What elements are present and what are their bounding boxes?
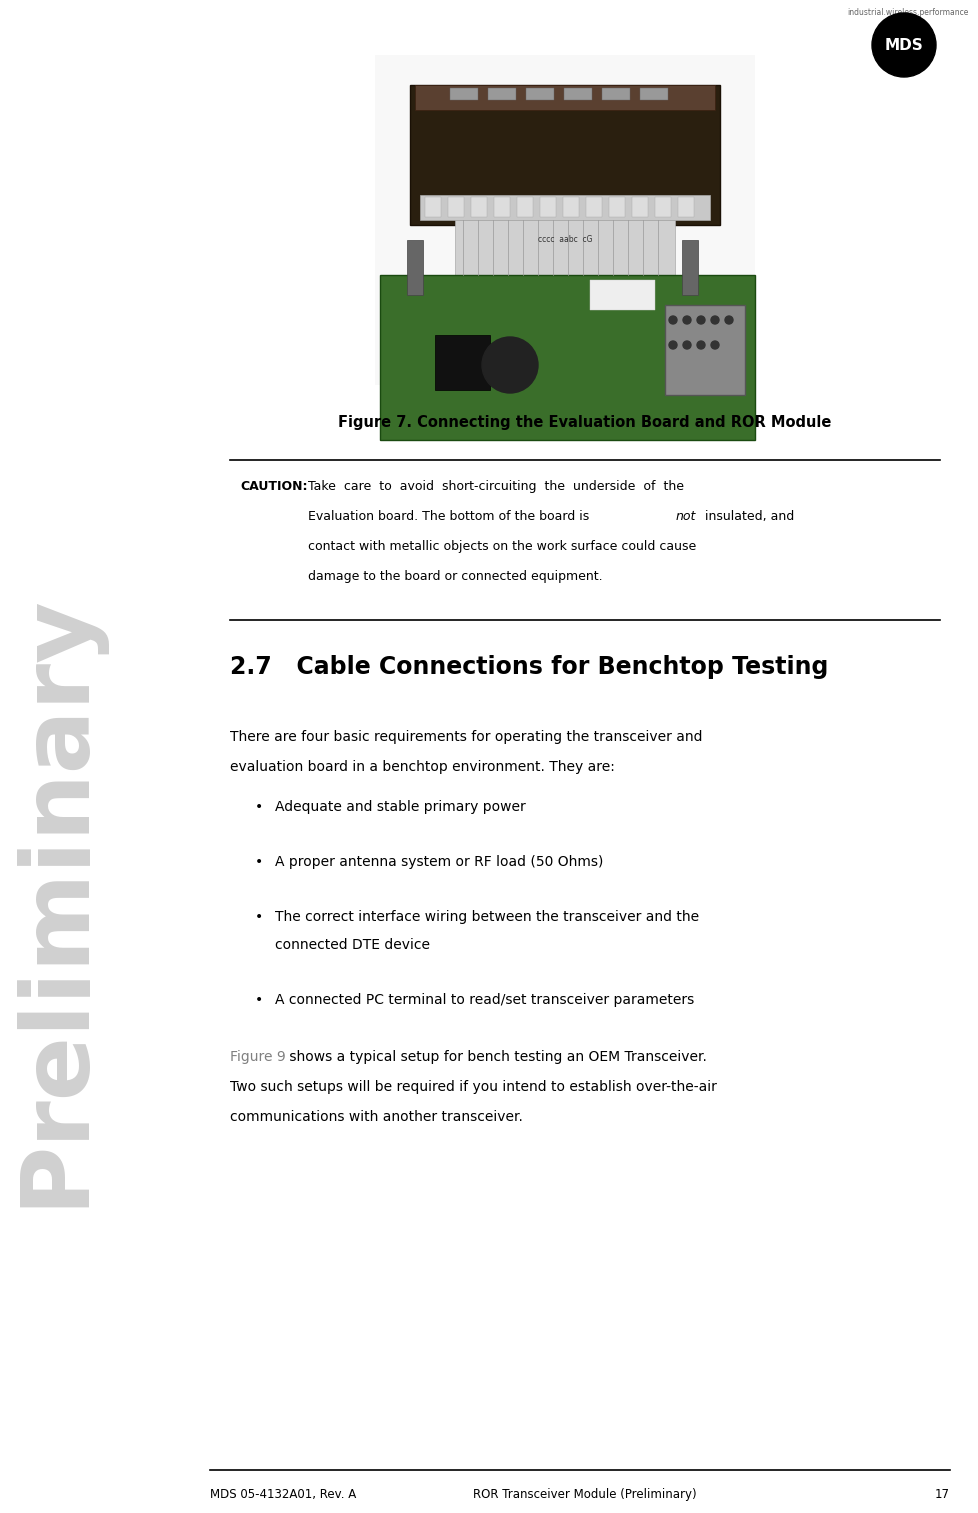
Text: cccc  aabc  cG: cccc aabc cG	[537, 235, 592, 244]
Text: MDS 05-4132A01, Rev. A: MDS 05-4132A01, Rev. A	[210, 1487, 356, 1501]
FancyBboxPatch shape	[450, 88, 477, 100]
Text: Figure 7. Connecting the Evaluation Board and ROR Module: Figure 7. Connecting the Evaluation Boar…	[338, 415, 831, 430]
Text: MDS: MDS	[884, 38, 922, 53]
FancyBboxPatch shape	[563, 88, 592, 100]
Text: •: •	[254, 855, 263, 868]
Text: insulated, and: insulated, and	[700, 510, 793, 523]
FancyBboxPatch shape	[415, 85, 714, 110]
Text: The correct interface wiring between the transceiver and the: The correct interface wiring between the…	[275, 909, 698, 924]
Text: CAUTION:: CAUTION:	[240, 480, 307, 493]
Text: Figure 9: Figure 9	[230, 1050, 286, 1064]
FancyBboxPatch shape	[562, 197, 578, 216]
Text: •: •	[254, 909, 263, 924]
FancyBboxPatch shape	[487, 88, 515, 100]
Circle shape	[696, 316, 704, 324]
Text: communications with another transceiver.: communications with another transceiver.	[230, 1111, 522, 1124]
FancyBboxPatch shape	[407, 241, 422, 295]
FancyBboxPatch shape	[664, 306, 744, 395]
FancyBboxPatch shape	[590, 280, 654, 310]
Text: •: •	[254, 993, 263, 1008]
Circle shape	[481, 337, 538, 393]
FancyBboxPatch shape	[379, 275, 754, 440]
Circle shape	[725, 316, 733, 324]
Text: ROR Transceiver Module (Preliminary): ROR Transceiver Module (Preliminary)	[472, 1487, 696, 1501]
FancyBboxPatch shape	[678, 197, 693, 216]
FancyBboxPatch shape	[375, 54, 754, 384]
Text: A proper antenna system or RF load (50 Ohms): A proper antenna system or RF load (50 O…	[275, 855, 602, 868]
FancyBboxPatch shape	[455, 219, 674, 275]
FancyBboxPatch shape	[601, 88, 630, 100]
FancyBboxPatch shape	[470, 197, 486, 216]
FancyBboxPatch shape	[420, 195, 709, 219]
FancyBboxPatch shape	[525, 88, 554, 100]
Text: evaluation board in a benchtop environment. They are:: evaluation board in a benchtop environme…	[230, 760, 614, 775]
Text: contact with metallic objects on the work surface could cause: contact with metallic objects on the wor…	[308, 540, 695, 552]
Text: 17: 17	[934, 1487, 949, 1501]
Circle shape	[668, 340, 677, 350]
Text: shows a typical setup for bench testing an OEM Transceiver.: shows a typical setup for bench testing …	[285, 1050, 706, 1064]
Text: not: not	[676, 510, 695, 523]
Circle shape	[696, 340, 704, 350]
FancyBboxPatch shape	[654, 197, 670, 216]
Text: damage to the board or connected equipment.: damage to the board or connected equipme…	[308, 570, 602, 583]
FancyBboxPatch shape	[632, 197, 647, 216]
Text: There are four basic requirements for operating the transceiver and: There are four basic requirements for op…	[230, 729, 702, 744]
FancyBboxPatch shape	[640, 88, 667, 100]
FancyBboxPatch shape	[540, 197, 556, 216]
Circle shape	[668, 316, 677, 324]
FancyBboxPatch shape	[682, 241, 697, 295]
Circle shape	[683, 340, 690, 350]
FancyBboxPatch shape	[448, 197, 464, 216]
FancyBboxPatch shape	[608, 197, 624, 216]
FancyBboxPatch shape	[434, 334, 490, 390]
FancyBboxPatch shape	[424, 197, 440, 216]
Text: A connected PC terminal to read/set transceiver parameters: A connected PC terminal to read/set tran…	[275, 993, 693, 1008]
Text: Two such setups will be required if you intend to establish over-the-air: Two such setups will be required if you …	[230, 1080, 716, 1094]
Text: Adequate and stable primary power: Adequate and stable primary power	[275, 800, 525, 814]
Text: Take  care  to  avoid  short-circuiting  the  underside  of  the: Take care to avoid short-circuiting the …	[308, 480, 684, 493]
FancyBboxPatch shape	[586, 197, 601, 216]
Text: •: •	[254, 800, 263, 814]
Circle shape	[871, 14, 935, 77]
FancyBboxPatch shape	[516, 197, 532, 216]
Circle shape	[683, 316, 690, 324]
FancyBboxPatch shape	[410, 85, 719, 225]
Circle shape	[710, 340, 718, 350]
FancyBboxPatch shape	[494, 197, 510, 216]
Text: industrial.wireless.performance: industrial.wireless.performance	[847, 8, 968, 17]
Text: 2.7   Cable Connections for Benchtop Testing: 2.7 Cable Connections for Benchtop Testi…	[230, 655, 827, 679]
Text: Evaluation board. The bottom of the board is: Evaluation board. The bottom of the boar…	[308, 510, 593, 523]
Text: Preliminary: Preliminary	[9, 593, 101, 1207]
Circle shape	[710, 316, 718, 324]
Text: connected DTE device: connected DTE device	[275, 938, 429, 952]
